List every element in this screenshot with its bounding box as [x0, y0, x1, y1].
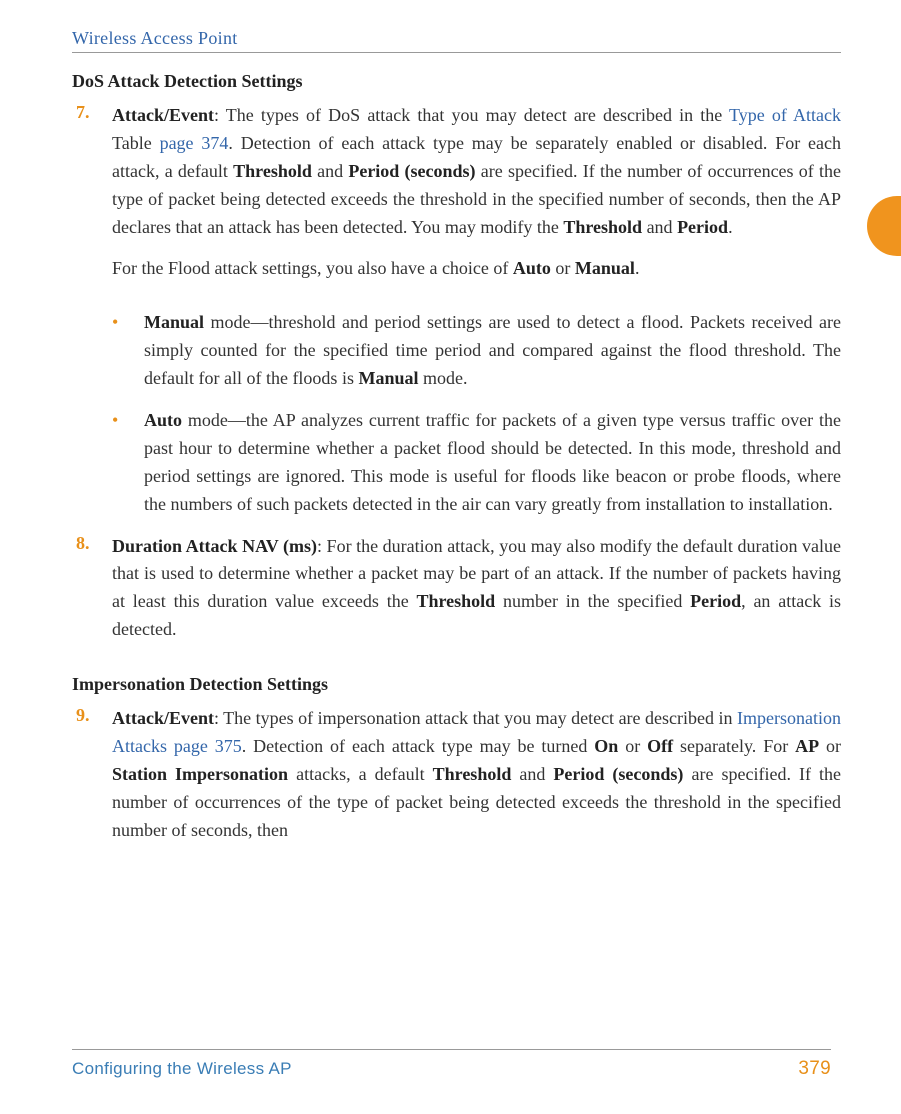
paragraph: Duration Attack NAV (ms): For the durati… — [112, 533, 841, 645]
text: . — [635, 258, 640, 278]
text: separately. For — [673, 736, 795, 756]
text: or — [819, 736, 841, 756]
running-header-title: Wireless Access Point — [72, 28, 841, 49]
text: number in the specified — [495, 591, 690, 611]
page-footer: Configuring the Wireless AP 379 — [72, 1049, 831, 1080]
page-side-tab — [867, 196, 901, 256]
text: or — [618, 736, 647, 756]
term-period: Period — [677, 217, 728, 237]
term-auto: Auto — [144, 410, 182, 430]
term-period-seconds: Period (seconds) — [553, 764, 683, 784]
term-auto: Auto — [513, 258, 551, 278]
footer-section-title: Configuring the Wireless AP — [72, 1059, 292, 1079]
term-duration-attack-nav: Duration Attack NAV (ms) — [112, 536, 317, 556]
list-body: Attack/Event: The types of impersonation… — [112, 705, 841, 858]
link-page-374[interactable]: page 374 — [160, 133, 229, 153]
bullet-marker: • — [112, 407, 144, 519]
bullet-marker: • — [112, 309, 144, 393]
term-station-impersonation: Station Impersonation — [112, 764, 288, 784]
list-number: 8. — [72, 533, 112, 659]
term-attack-event: Attack/Event — [112, 708, 214, 728]
text: and — [312, 161, 348, 181]
page-header: Wireless Access Point — [72, 28, 841, 53]
text: Table — [112, 133, 160, 153]
paragraph: Attack/Event: The types of DoS attack th… — [112, 102, 841, 241]
text: attacks, a default — [288, 764, 433, 784]
term-threshold: Threshold — [233, 161, 312, 181]
text: . Detection of each attack type may be t… — [242, 736, 595, 756]
list-number: 9. — [72, 705, 112, 858]
term-threshold: Threshold — [563, 217, 642, 237]
link-type-of-attack[interactable]: Type of Attack — [729, 105, 841, 125]
list-item-9: 9. Attack/Event: The types of impersonat… — [72, 705, 841, 858]
text: mode—the AP analyzes current traffic for… — [144, 410, 841, 514]
header-rule — [72, 52, 841, 53]
text: mode—threshold and period settings are u… — [144, 312, 841, 388]
bullet-body: Auto mode—the AP analyzes current traffi… — [144, 407, 841, 519]
term-threshold: Threshold — [433, 764, 512, 784]
section-heading-dos: DoS Attack Detection Settings — [72, 71, 841, 92]
term-manual: Manual — [144, 312, 204, 332]
text: mode. — [418, 368, 467, 388]
term-attack-event: Attack/Event — [112, 105, 214, 125]
footer-rule — [72, 1049, 831, 1050]
section-heading-impersonation: Impersonation Detection Settings — [72, 674, 841, 695]
term-off: Off — [647, 736, 673, 756]
bullet-body: Manual mode—threshold and period setting… — [144, 309, 841, 393]
text: or — [551, 258, 575, 278]
text: For the Flood attack settings, you also … — [112, 258, 513, 278]
text: and — [642, 217, 677, 237]
list-number: 7. — [72, 102, 112, 297]
term-manual: Manual — [575, 258, 635, 278]
list-body: Duration Attack NAV (ms): For the durati… — [112, 533, 841, 659]
page-number: 379 — [798, 1058, 831, 1080]
bullet-item-manual: • Manual mode—threshold and period setti… — [112, 309, 841, 393]
text: : The types of impersonation attack that… — [214, 708, 737, 728]
list-body: Attack/Event: The types of DoS attack th… — [112, 102, 841, 297]
list-item-8: 8. Duration Attack NAV (ms): For the dur… — [72, 533, 841, 659]
list-item-7: 7. Attack/Event: The types of DoS attack… — [72, 102, 841, 297]
term-ap: AP — [795, 736, 819, 756]
paragraph: Attack/Event: The types of impersonation… — [112, 705, 841, 844]
term-period: Period — [690, 591, 741, 611]
text: . — [728, 217, 733, 237]
text: and — [511, 764, 553, 784]
footer-row: Configuring the Wireless AP 379 — [72, 1058, 831, 1080]
bullet-item-auto: • Auto mode—the AP analyzes current traf… — [112, 407, 841, 519]
term-threshold: Threshold — [417, 591, 496, 611]
paragraph: For the Flood attack settings, you also … — [112, 255, 841, 283]
term-manual: Manual — [358, 368, 418, 388]
term-on: On — [594, 736, 618, 756]
term-period-seconds: Period (seconds) — [348, 161, 475, 181]
text: : The types of DoS attack that you may d… — [214, 105, 729, 125]
